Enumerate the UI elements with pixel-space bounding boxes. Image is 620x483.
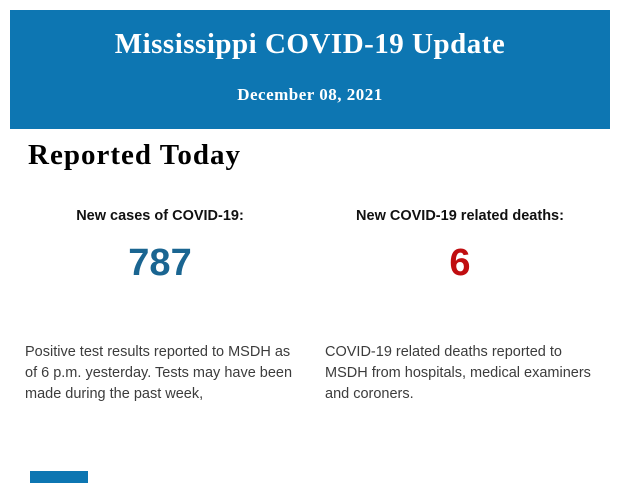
section-heading-reported-today: Reported Today (28, 139, 242, 171)
bulletin-masthead: Mississippi COVID-19 Update December 08,… (10, 10, 610, 129)
new-cases-value: 787 (128, 242, 192, 284)
new-cases-description: Positive test results reported to MSDH a… (25, 344, 293, 402)
new-deaths-label: New COVID-19 related deaths: (356, 208, 564, 224)
new-cases-label: New cases of COVID-19: (76, 208, 244, 224)
bulletin-title: Mississippi COVID-19 Update (114, 28, 506, 60)
bulletin-date: December 08, 2021 (237, 85, 383, 104)
new-deaths-description: COVID-19 related deaths reported to MSDH… (325, 344, 591, 402)
new-deaths-value: 6 (449, 242, 471, 284)
next-section-banner-cutoff (30, 471, 88, 483)
